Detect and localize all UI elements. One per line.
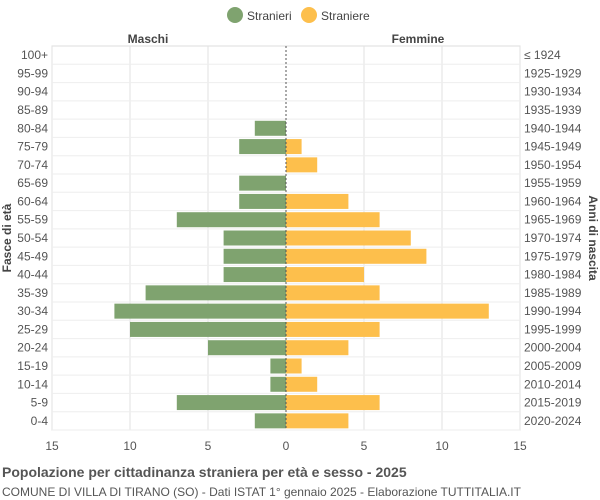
bar-male (239, 193, 286, 209)
birth-year-label: 1960-1964 (524, 194, 582, 208)
bar-female (286, 413, 349, 429)
age-label: 70-74 (17, 158, 48, 172)
birth-year-label: ≤ 1924 (524, 48, 561, 62)
x-tick-label: 15 (45, 439, 59, 453)
bar-male (208, 340, 286, 356)
right-header: Femmine (392, 32, 445, 46)
bar-male (254, 120, 286, 136)
bar-female (286, 267, 364, 283)
legend-label-stranieri: Stranieri (247, 9, 292, 23)
bar-female (286, 340, 349, 356)
bar-male (223, 230, 286, 246)
birth-year-label: 1940-1944 (524, 121, 582, 135)
age-label: 25-29 (17, 322, 48, 336)
bar-female (286, 303, 489, 319)
age-label: 10-14 (17, 377, 48, 391)
age-label: 35-39 (17, 286, 48, 300)
y-axis-label-left: Fasce di età (0, 203, 14, 272)
bar-male (223, 267, 286, 283)
birth-year-label: 1975-1979 (524, 249, 582, 263)
birth-year-label: 1935-1939 (524, 103, 582, 117)
age-label: 20-24 (17, 341, 48, 355)
bar-female (286, 230, 411, 246)
birth-year-label: 2010-2014 (524, 377, 582, 391)
chart-subtitle: COMUNE DI VILLA DI TIRANO (SO) - Dati IS… (2, 485, 521, 499)
legend-marker-stranieri (227, 7, 243, 23)
bar-male (270, 358, 286, 374)
birth-year-label: 1985-1989 (524, 286, 582, 300)
x-tick-label: 10 (435, 439, 449, 453)
bar-male (270, 376, 286, 392)
age-label: 95-99 (17, 66, 48, 80)
age-label: 40-44 (17, 268, 48, 282)
bar-female (286, 376, 318, 392)
bar-male (130, 321, 286, 337)
birth-year-label: 1930-1934 (524, 85, 582, 99)
bar-female (286, 395, 380, 411)
age-label: 90-94 (17, 85, 48, 99)
bar-female (286, 193, 349, 209)
birth-year-label: 1925-1929 (524, 66, 582, 80)
birth-year-label: 2005-2009 (524, 359, 582, 373)
y-axis-label-right: Anni di nascita (586, 195, 600, 281)
x-tick-label: 10 (123, 439, 137, 453)
birth-year-label: 1955-1959 (524, 176, 582, 190)
bar-female (286, 358, 302, 374)
birth-year-label: 1945-1949 (524, 140, 582, 154)
age-label: 75-79 (17, 140, 48, 154)
bar-male (239, 139, 286, 155)
birth-year-label: 1965-1969 (524, 213, 582, 227)
birth-year-label: 1980-1984 (524, 268, 582, 282)
age-label: 0-4 (31, 414, 49, 428)
age-label: 30-34 (17, 304, 48, 318)
birth-year-label: 1990-1994 (524, 304, 582, 318)
bar-male (239, 175, 286, 191)
birth-year-label: 2000-2004 (524, 341, 582, 355)
age-label: 15-19 (17, 359, 48, 373)
x-tick-label: 5 (361, 439, 368, 453)
x-tick-label: 0 (283, 439, 290, 453)
age-label: 50-54 (17, 231, 48, 245)
age-label: 45-49 (17, 249, 48, 263)
age-label: 85-89 (17, 103, 48, 117)
x-tick-label: 15 (513, 439, 527, 453)
bar-female (286, 139, 302, 155)
birth-year-label: 1995-1999 (524, 322, 582, 336)
bar-female (286, 285, 380, 301)
bar-male (176, 395, 286, 411)
bar-female (286, 321, 380, 337)
bar-female (286, 212, 380, 228)
age-label: 80-84 (17, 121, 48, 135)
legend-marker-straniere (301, 7, 317, 23)
legend-label-straniere: Straniere (321, 9, 370, 23)
bar-male (114, 303, 287, 319)
bar-female (286, 248, 427, 264)
birth-year-label: 1970-1974 (524, 231, 582, 245)
age-label: 65-69 (17, 176, 48, 190)
birth-year-label: 2015-2019 (524, 396, 582, 410)
bar-male (254, 413, 286, 429)
chart-title: Popolazione per cittadinanza straniera p… (2, 464, 407, 480)
x-tick-label: 5 (205, 439, 212, 453)
bar-female (286, 157, 318, 173)
birth-year-label: 2020-2024 (524, 414, 582, 428)
age-label: 60-64 (17, 194, 48, 208)
bar-male (223, 248, 286, 264)
bar-male (145, 285, 286, 301)
left-header: Maschi (128, 32, 169, 46)
pyramid-chart: 15 10 5 0 5 10 15 100+ ≤ 1924 95-99 1925-1929 90-94… (0, 7, 600, 453)
age-label: 100+ (21, 48, 48, 62)
birth-year-label: 1950-1954 (524, 158, 582, 172)
age-label: 55-59 (17, 213, 48, 227)
bar-male (176, 212, 286, 228)
age-label: 5-9 (31, 396, 49, 410)
